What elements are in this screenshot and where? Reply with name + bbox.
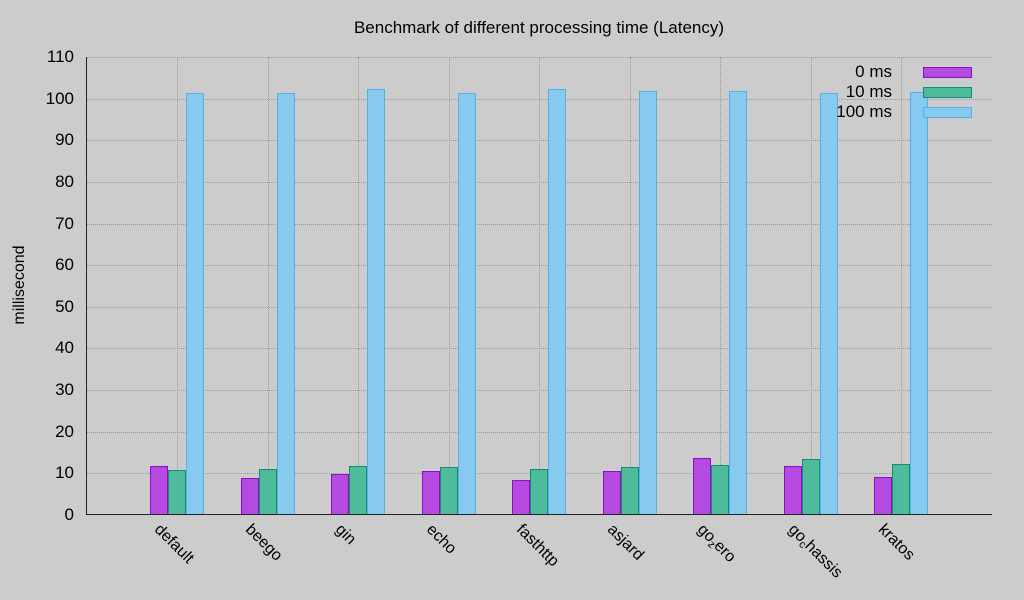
y-tick-label: 40 xyxy=(55,338,74,358)
plot-area xyxy=(86,57,992,515)
y-tick-label: 0 xyxy=(64,505,74,524)
x-tick-label: gozero xyxy=(693,521,739,566)
bar-asjard-0ms xyxy=(602,470,621,515)
bar-fasthttp-0ms xyxy=(512,480,530,515)
bar-beego-100ms xyxy=(276,93,295,515)
gridline-v xyxy=(901,57,902,515)
bar-default-100ms xyxy=(186,93,204,515)
gridline-v xyxy=(177,57,178,515)
bar-fasthttp-100ms xyxy=(548,89,566,515)
x-tick-label: gin xyxy=(331,521,360,549)
bar-echo-10ms xyxy=(439,467,458,515)
legend-item: 10 ms xyxy=(802,82,972,103)
bar-beego-0ms xyxy=(240,477,259,515)
bar-go_zero-0ms xyxy=(693,457,711,515)
legend-label: 100 ms xyxy=(836,102,892,121)
x-tick-label: default xyxy=(150,521,197,567)
y-tick-label: 20 xyxy=(55,421,74,441)
gridline-v xyxy=(629,57,631,515)
x-tick-label: asjard xyxy=(603,521,647,564)
y-tick-label: 70 xyxy=(55,213,74,233)
bar-go_chassis-10ms xyxy=(801,459,820,515)
bar-gin-0ms xyxy=(331,474,349,515)
legend-swatch xyxy=(923,107,972,118)
legend-swatch xyxy=(923,67,972,78)
gridline-v xyxy=(358,57,359,515)
bar-fasthttp-10ms xyxy=(530,469,548,515)
gridline-v xyxy=(810,57,812,515)
x-tick-label: beego xyxy=(241,521,285,565)
bar-go_chassis-0ms xyxy=(783,465,802,515)
legend-item: 100 ms xyxy=(802,102,972,123)
legend-swatch xyxy=(923,87,972,98)
bar-beego-10ms xyxy=(258,469,277,515)
gridline-v xyxy=(267,57,269,515)
legend-label: 10 ms xyxy=(845,82,892,101)
gridline-v xyxy=(720,57,721,515)
gridline-v xyxy=(539,57,540,515)
bar-go_zero-10ms xyxy=(711,465,729,515)
y-tick-label: 90 xyxy=(55,130,74,150)
x-tick-label: gochassis xyxy=(784,521,846,582)
bar-echo-0ms xyxy=(421,470,440,515)
bar-go_zero-100ms xyxy=(729,91,747,515)
bar-gin-100ms xyxy=(367,89,385,515)
y-tick-label: 30 xyxy=(55,380,74,400)
x-tick-label: echo xyxy=(422,521,460,558)
legend-label: 0 ms xyxy=(855,62,892,81)
chart-title: Benchmark of different processing time (… xyxy=(353,18,725,37)
bar-kratos-0ms xyxy=(874,477,892,515)
legend: 0 ms 10 ms 100 ms xyxy=(802,62,972,123)
y-tick-label: 60 xyxy=(55,255,74,275)
y-tick-label: 110 xyxy=(46,47,74,66)
bar-gin-10ms xyxy=(349,465,367,515)
x-tick-label: kratos xyxy=(874,521,918,564)
bar-go_chassis-100ms xyxy=(819,93,838,515)
legend-item: 0 ms xyxy=(802,62,972,83)
y-tick-label: 10 xyxy=(55,463,74,483)
y-axis xyxy=(86,57,87,515)
bar-asjard-10ms xyxy=(620,467,639,515)
gridline-v xyxy=(448,57,450,515)
y-tick-label: 100 xyxy=(45,88,74,108)
x-tick-label: fasthttp xyxy=(512,521,563,571)
bar-kratos-10ms xyxy=(892,464,910,515)
y-tick-label: 50 xyxy=(55,296,74,316)
bar-echo-100ms xyxy=(457,93,476,515)
x-axis xyxy=(86,514,992,515)
bar-asjard-100ms xyxy=(638,91,657,515)
bar-default-10ms xyxy=(168,470,186,515)
y-tick-label: 80 xyxy=(55,171,74,191)
bar-kratos-100ms xyxy=(910,91,928,515)
bar-default-0ms xyxy=(150,465,168,515)
